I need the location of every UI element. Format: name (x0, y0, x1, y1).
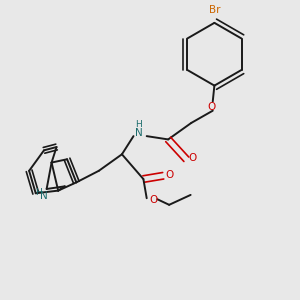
Text: O: O (149, 195, 158, 205)
Text: Br: Br (208, 5, 220, 15)
Text: O: O (166, 170, 174, 180)
Text: N: N (40, 190, 48, 201)
Text: H: H (35, 188, 42, 197)
Text: H: H (135, 120, 142, 129)
Text: O: O (189, 153, 197, 163)
Text: N: N (135, 128, 142, 138)
Text: O: O (207, 102, 215, 112)
